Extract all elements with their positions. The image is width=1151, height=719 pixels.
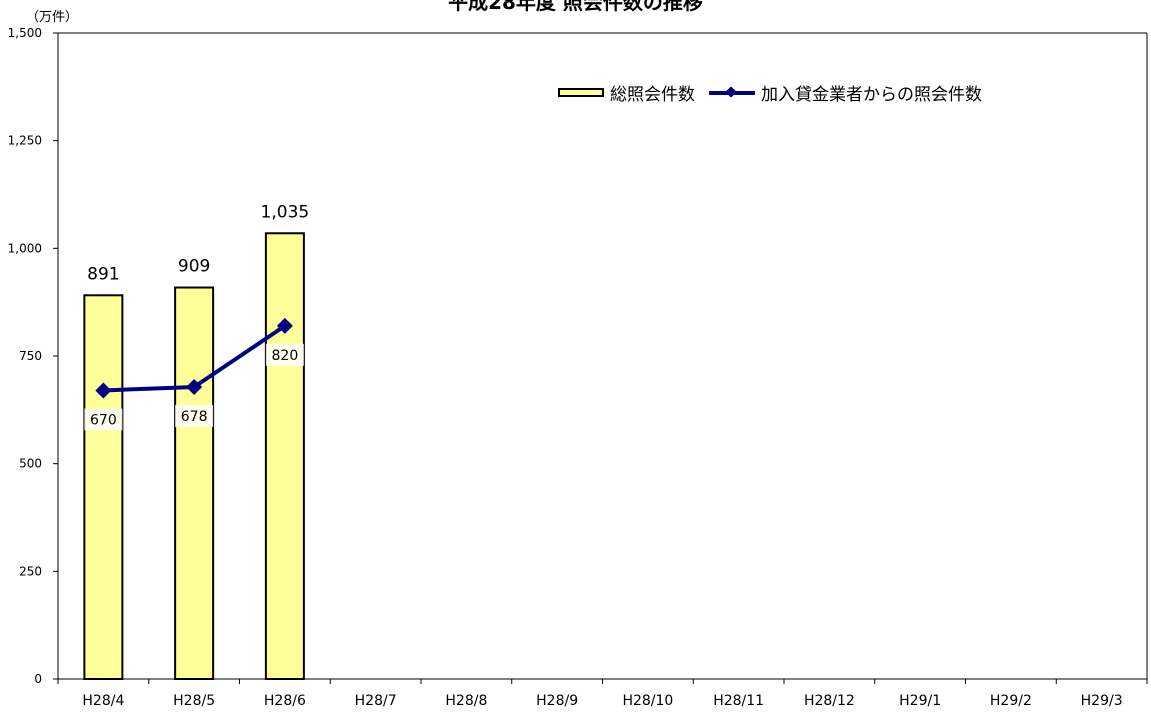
legend-item-bar: 総照会件数 — [558, 80, 695, 105]
legend-item-line: 加入貸金業者からの照会件数 — [709, 80, 982, 105]
legend: 総照会件数 加入貸金業者からの照会件数 — [558, 80, 982, 105]
line-value-label: 820 — [272, 348, 299, 364]
legend-line-swatch — [709, 85, 755, 99]
y-tick-label: 0 — [34, 672, 42, 686]
bar — [174, 286, 215, 680]
line-value-label: 678 — [181, 409, 208, 425]
y-axis-unit-label: （万件） — [26, 10, 79, 25]
line-label-bg — [265, 343, 304, 366]
line-label-bg — [175, 405, 214, 428]
line-marker — [95, 382, 112, 399]
x-tick-label: H29/1 — [899, 693, 941, 709]
line-marker — [186, 379, 203, 396]
line-marker — [276, 317, 293, 334]
chart-title: 平成28年度 照会件数の推移 — [448, 0, 703, 14]
legend-bar-swatch — [558, 88, 604, 97]
y-tick-label: 1,500 — [8, 26, 42, 40]
x-tick-label: H28/10 — [622, 693, 673, 709]
bar — [83, 294, 124, 680]
y-tick-label: 500 — [19, 457, 42, 471]
bar-value-label: 891 — [87, 264, 119, 284]
y-tick-label: 250 — [19, 564, 42, 578]
x-tick-label: H28/4 — [82, 693, 124, 709]
x-tick-label: H28/7 — [355, 693, 397, 709]
x-tick-label: H28/9 — [536, 693, 578, 709]
legend-bar-label: 総照会件数 — [610, 85, 695, 105]
x-tick-label: H28/11 — [713, 693, 764, 709]
x-tick-label: H29/2 — [990, 693, 1032, 709]
y-tick-label: 750 — [19, 349, 42, 363]
bar-value-label: 909 — [178, 257, 210, 277]
line-value-label: 670 — [90, 412, 117, 428]
bar — [264, 232, 305, 680]
x-tick-label: H28/6 — [264, 693, 306, 709]
y-tick-label: 1,000 — [8, 241, 42, 255]
x-tick-label: H28/12 — [804, 693, 855, 709]
line-label-bg — [84, 408, 123, 431]
x-tick-label: H28/8 — [445, 693, 487, 709]
bar-value-label: 1,035 — [261, 202, 310, 222]
legend-line-label: 加入貸金業者からの照会件数 — [761, 85, 982, 105]
x-tick-label: H28/5 — [173, 693, 215, 709]
x-tick-label: H29/3 — [1081, 693, 1123, 709]
y-tick-label: 1,250 — [8, 134, 42, 148]
